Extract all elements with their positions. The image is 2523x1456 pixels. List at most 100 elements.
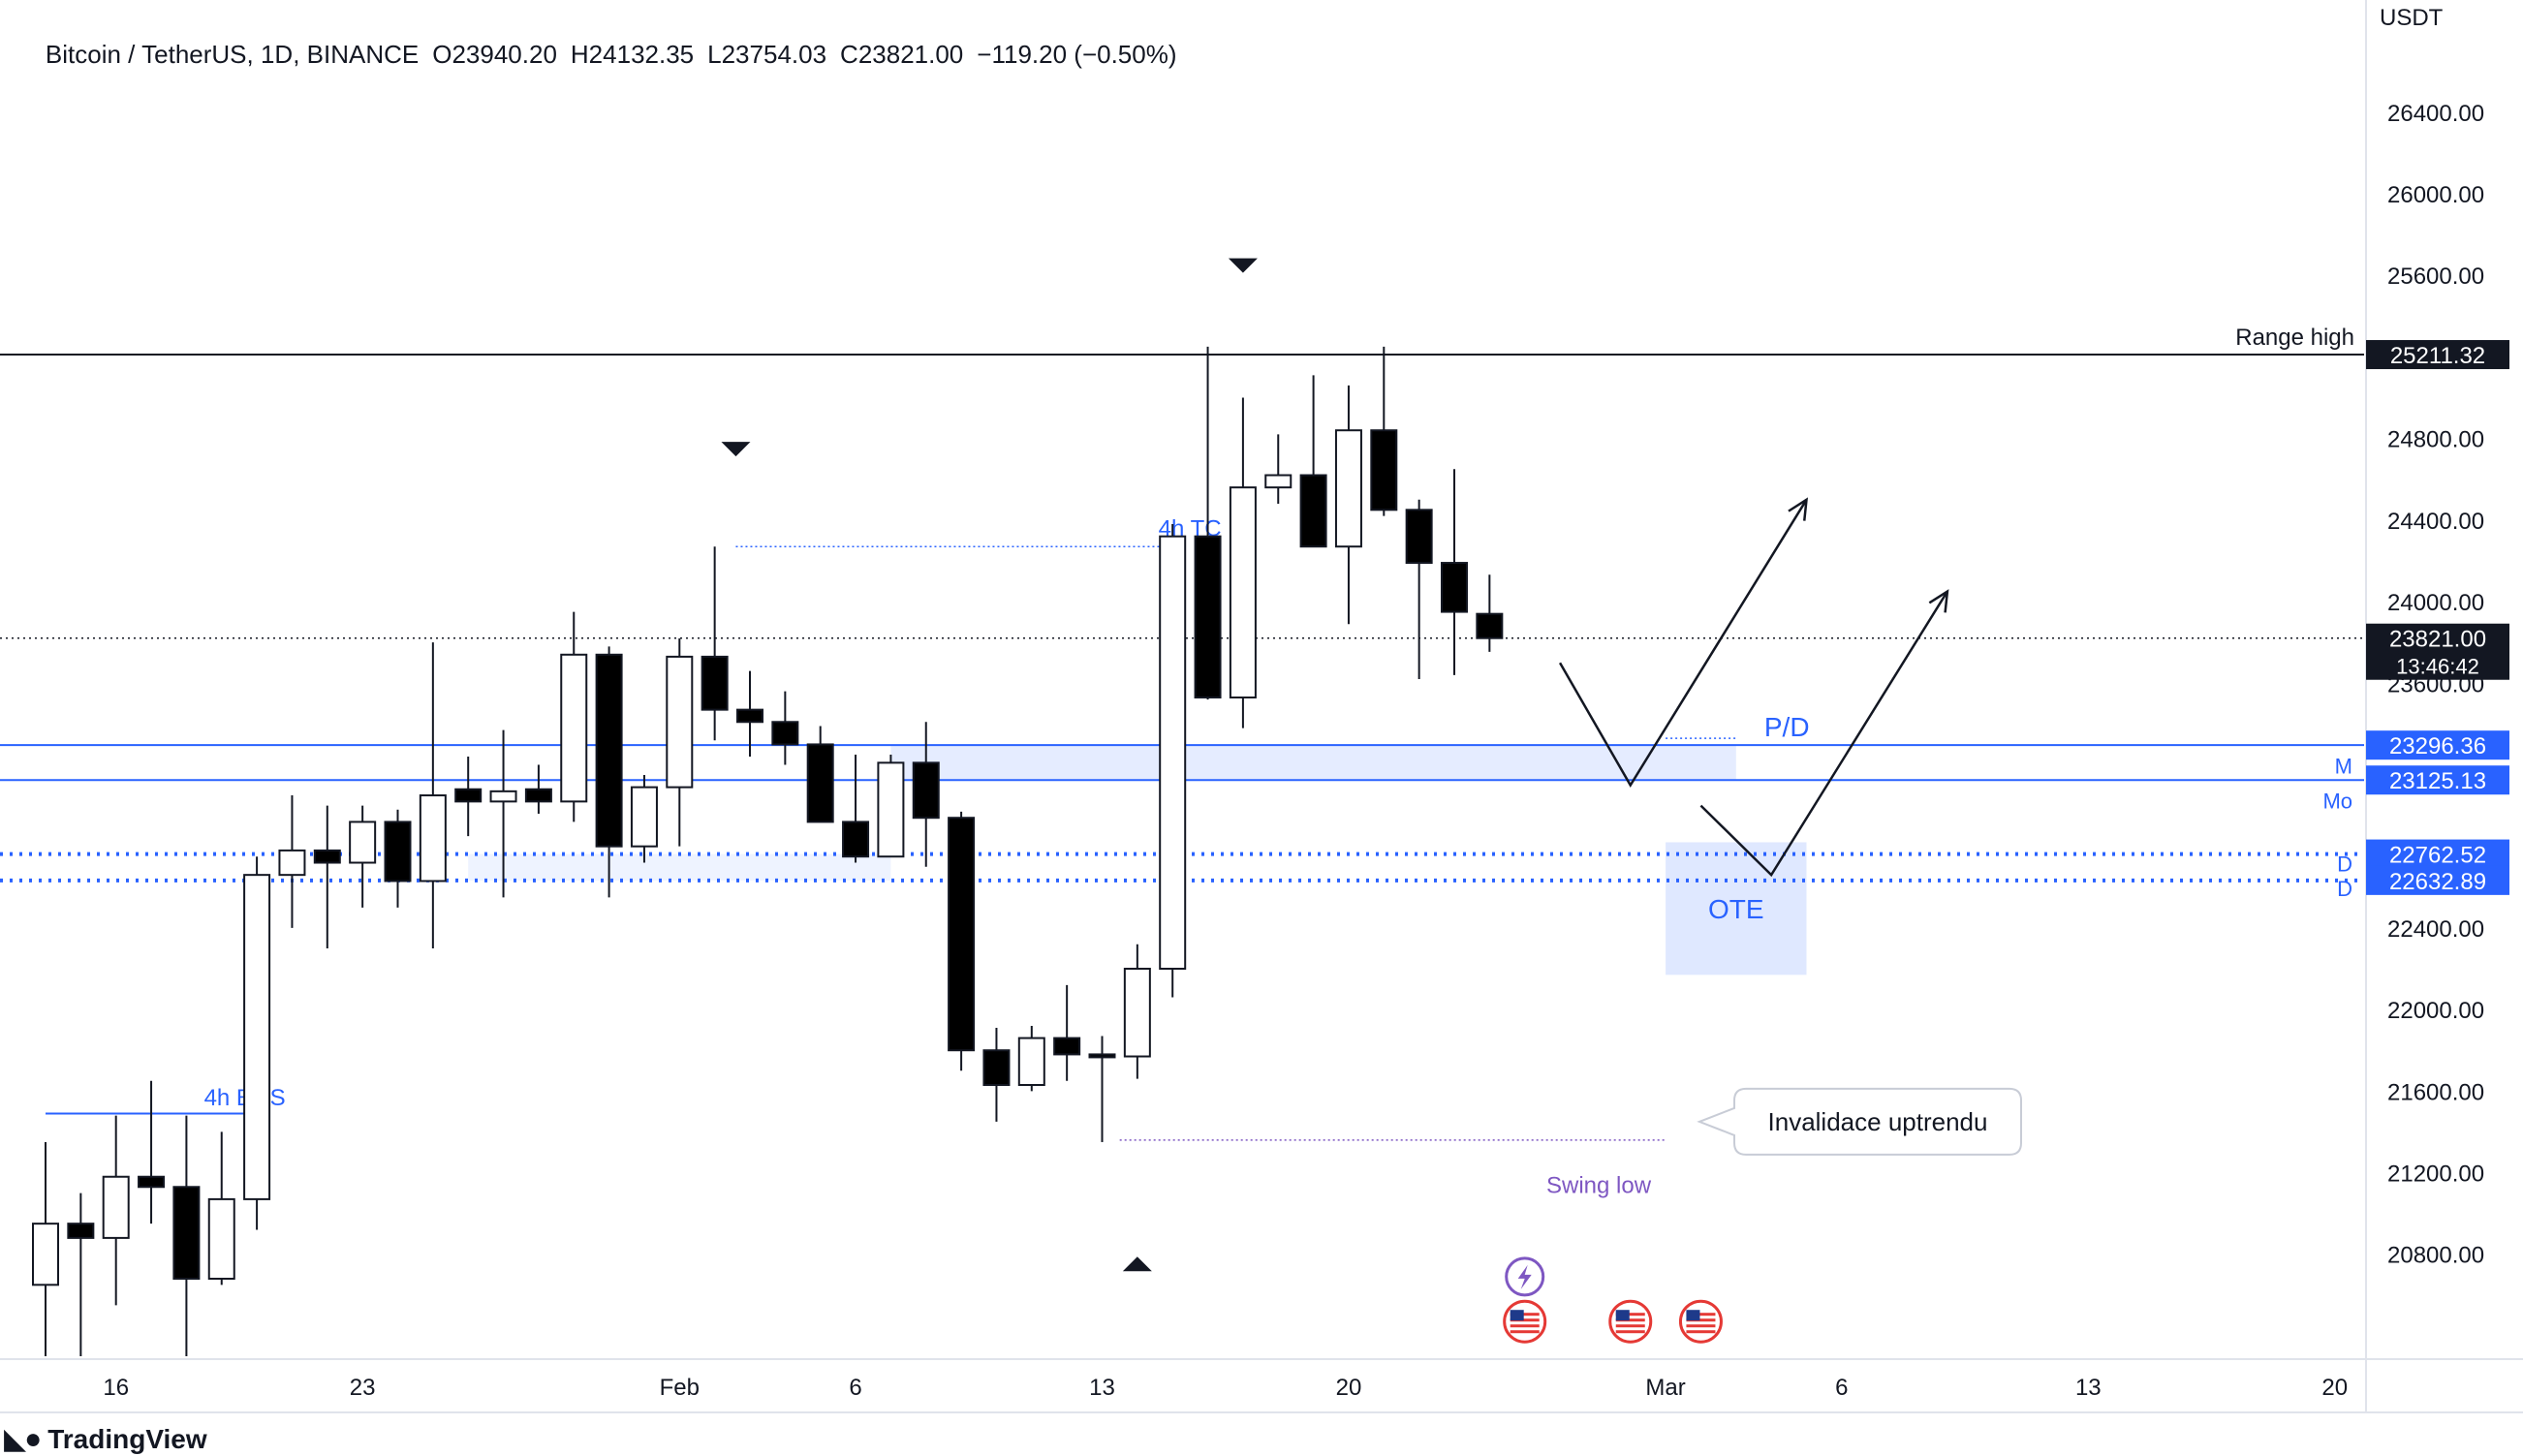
flag-stripe <box>1510 1330 1540 1334</box>
candle-body <box>1088 1053 1116 1059</box>
candle-34 <box>1229 397 1257 728</box>
candle-body <box>560 653 588 803</box>
candle-36 <box>1299 375 1327 548</box>
candle-19 <box>701 546 729 741</box>
candle-5 <box>207 1131 235 1286</box>
zone-box-0 <box>890 745 1736 781</box>
candle-25 <box>912 722 940 867</box>
candle-body <box>1229 486 1257 698</box>
candle-body <box>948 817 976 1052</box>
ohlc-close: C23821.00 <box>840 40 964 69</box>
price-label-5: 22632.89 <box>2389 869 2486 895</box>
candle-35 <box>1264 434 1293 504</box>
candle-body <box>172 1186 201 1281</box>
price-tick-10: 21200.00 <box>2387 1162 2484 1188</box>
price-tick-9: 21600.00 <box>2387 1079 2484 1105</box>
flag-stripe <box>1615 1330 1645 1334</box>
level-label-range-high: Range high <box>2235 325 2354 351</box>
price-tick-2: 25600.00 <box>2387 263 2484 290</box>
candle-2 <box>102 1115 130 1306</box>
candle-body <box>982 1049 1011 1087</box>
level-tag-0: M <box>2335 754 2352 778</box>
candle-38 <box>1370 346 1398 516</box>
flag-stripe <box>1510 1313 1540 1317</box>
candle-6 <box>243 856 271 1230</box>
level-tag-2: D <box>2337 852 2352 877</box>
price-tick-4: 24400.00 <box>2387 509 2484 535</box>
flag-stripe <box>1615 1324 1645 1328</box>
zone-box-2 <box>1666 842 1807 976</box>
candle-11 <box>419 642 447 948</box>
symbol-header: Bitcoin / TetherUS, 1D, BINANCE O23940.20… <box>17 10 1191 100</box>
candle-body <box>1334 429 1362 548</box>
candle-body <box>349 821 377 864</box>
flag-stripe <box>1686 1318 1716 1322</box>
candle-body <box>771 721 799 746</box>
candle-body <box>736 708 763 724</box>
price-label-box-5 <box>2366 865 2509 895</box>
price-label-box-2 <box>2366 730 2509 760</box>
candle-23 <box>842 754 870 863</box>
candle-7 <box>278 795 306 928</box>
candle-body <box>138 1175 166 1189</box>
symbol-title[interactable]: Bitcoin / TetherUS, 1D, BINANCE <box>45 40 420 69</box>
candle-13 <box>489 729 517 898</box>
candle-body <box>1405 509 1433 565</box>
candle-39 <box>1405 499 1433 680</box>
time-tick-4: 13 <box>1089 1375 1115 1401</box>
candle-body <box>384 821 412 883</box>
candle-body <box>1264 474 1293 489</box>
annotation-label-3: P/D <box>1764 712 1810 742</box>
lightning-bolt <box>1517 1264 1532 1289</box>
projection-arrowhead-0 <box>1788 497 1809 521</box>
projection-arrowhead-1 <box>1928 589 1949 613</box>
price-tick-8: 22000.00 <box>2387 998 2484 1024</box>
ohlc-low: L23754.03 <box>707 40 827 69</box>
candle-body <box>313 849 341 864</box>
price-label-3: 23125.13 <box>2389 768 2486 794</box>
candle-body <box>524 788 552 803</box>
flag-stripe <box>1686 1330 1716 1334</box>
candle-body <box>806 743 834 823</box>
candle-body <box>454 788 483 803</box>
price-label-box-3 <box>2366 765 2509 795</box>
candle-body <box>1441 562 1468 613</box>
candle-4 <box>172 1115 201 1356</box>
candle-17 <box>630 775 658 863</box>
zone-box-1 <box>468 853 891 881</box>
lightning-icon-0 <box>1505 1256 1545 1297</box>
candle-body <box>595 653 623 848</box>
candle-body <box>912 761 940 820</box>
price-tick-11: 20800.00 <box>2387 1243 2484 1269</box>
time-tick-3: 6 <box>849 1375 861 1401</box>
us-flag-icon-1 <box>1503 1299 1547 1344</box>
flag-stripe <box>1615 1313 1645 1317</box>
us-flag-icon-2 <box>1608 1299 1653 1344</box>
price-tick-0: 26400.00 <box>2387 101 2484 127</box>
time-tick-9: 20 <box>2321 1375 2348 1401</box>
candle-24 <box>877 754 905 858</box>
price-tick-1: 26000.00 <box>2387 182 2484 208</box>
tradingview-logo[interactable]: ◣● TradingView <box>4 1422 207 1456</box>
ohlc-high: H24132.35 <box>570 40 695 69</box>
candle-26 <box>948 811 976 1071</box>
level-tag-3: D <box>2337 877 2352 901</box>
price-axis-unit: USDT <box>2380 5 2444 31</box>
flag-canton <box>1510 1310 1524 1321</box>
price-label-0: 25211.32 <box>2390 343 2485 369</box>
candle-body <box>666 655 694 789</box>
candle-15 <box>560 611 588 822</box>
marker-triangle-down-0 <box>721 442 751 457</box>
candle-22 <box>806 726 834 823</box>
price-tick-5: 24000.00 <box>2387 590 2484 616</box>
flag-stripe <box>1510 1324 1540 1328</box>
candle-10 <box>384 809 412 908</box>
callout-bubble <box>1697 1087 2022 1156</box>
tradingview-logo-icon: ◣● <box>4 1423 42 1455</box>
annotation-label-2: Swing low <box>1546 1173 1652 1199</box>
candle-12 <box>454 757 483 837</box>
candle-21 <box>771 691 799 765</box>
level-tag-1: Mo <box>2322 789 2352 813</box>
flag-stripe <box>1510 1318 1540 1322</box>
